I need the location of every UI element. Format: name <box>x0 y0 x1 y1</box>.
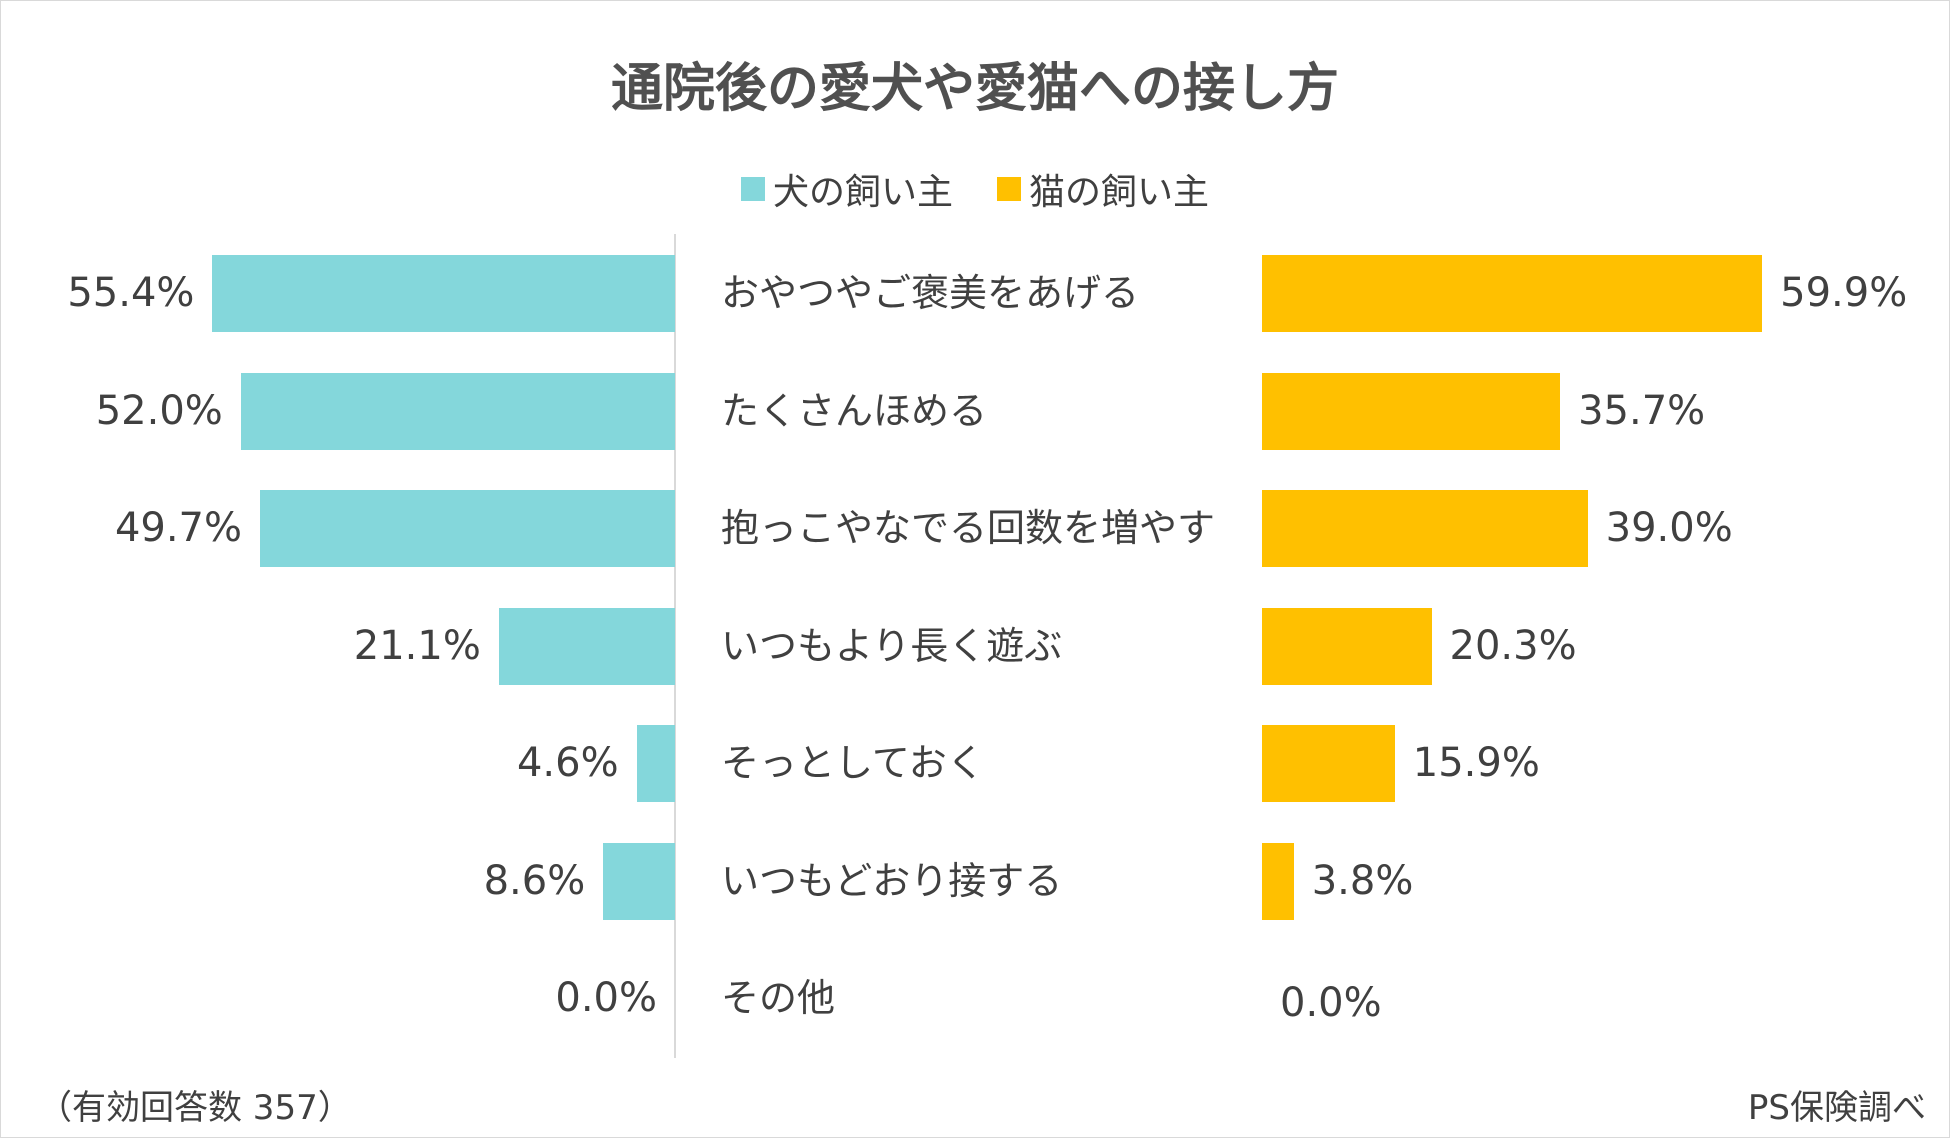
category-label: 抱っこやなでる回数を増やす <box>721 506 1216 550</box>
legend-swatch-dog <box>740 177 765 201</box>
category-label: たくさんほめる <box>721 388 988 433</box>
legend-swatch-cat <box>997 177 1021 201</box>
bar-dog <box>260 490 675 567</box>
data-label-dog: 21.1% <box>353 622 481 669</box>
data-label-dog: 55.4% <box>67 270 195 316</box>
legend-item-dog: 犬の飼い主 <box>740 163 953 215</box>
data-label-cat: 0.0% <box>1280 980 1382 1026</box>
data-label-cat: 35.7% <box>1578 387 1706 434</box>
legend: 犬の飼い主 猫の飼い主 <box>0 163 1950 215</box>
bar-dog <box>603 842 675 920</box>
legend-item-cat: 猫の飼い主 <box>997 163 1209 215</box>
data-label-dog: 52.0% <box>95 387 223 434</box>
bar-cat <box>1262 255 1763 332</box>
data-label-dog: 49.7% <box>114 505 243 551</box>
data-label-dog: 4.6% <box>516 740 619 786</box>
category-label: そっとしておく <box>721 741 985 785</box>
data-label-cat: 59.9% <box>1780 270 1908 316</box>
legend-label-dog: 犬の飼い主 <box>772 172 953 213</box>
bar-dog <box>636 725 675 802</box>
data-label-cat: 3.8% <box>1311 857 1414 904</box>
bar-dog <box>240 372 675 450</box>
data-label-cat: 39.0% <box>1605 505 1733 551</box>
category-label: その他 <box>721 976 836 1020</box>
footnote-source: PS保険調べ <box>1747 1088 1926 1128</box>
category-label: いつもより長く遊ぶ <box>721 623 1063 668</box>
bar-cat <box>1262 607 1432 685</box>
data-label-cat: 20.3% <box>1449 622 1577 669</box>
bar-cat <box>1262 372 1561 450</box>
bar-cat <box>1262 490 1588 567</box>
legend-label-cat: 猫の飼い主 <box>1029 172 1210 213</box>
center-axis-line <box>674 234 676 1058</box>
bar-cat <box>1262 842 1294 920</box>
data-label-dog: 8.6% <box>483 857 586 904</box>
category-label: おやつやご褒美をあげる <box>721 271 1140 315</box>
data-label-cat: 15.9% <box>1412 740 1540 786</box>
bar-cat <box>1262 725 1395 802</box>
chart-title: 通院後の愛犬や愛猫への接し方 <box>610 59 1339 119</box>
category-label: いつもどおり接する <box>721 858 1063 903</box>
bar-dog <box>212 255 675 332</box>
data-label-dog: 0.0% <box>555 975 657 1021</box>
bar-dog <box>498 607 675 685</box>
footnote-sample-size: （有効回答数 357） <box>38 1088 352 1128</box>
